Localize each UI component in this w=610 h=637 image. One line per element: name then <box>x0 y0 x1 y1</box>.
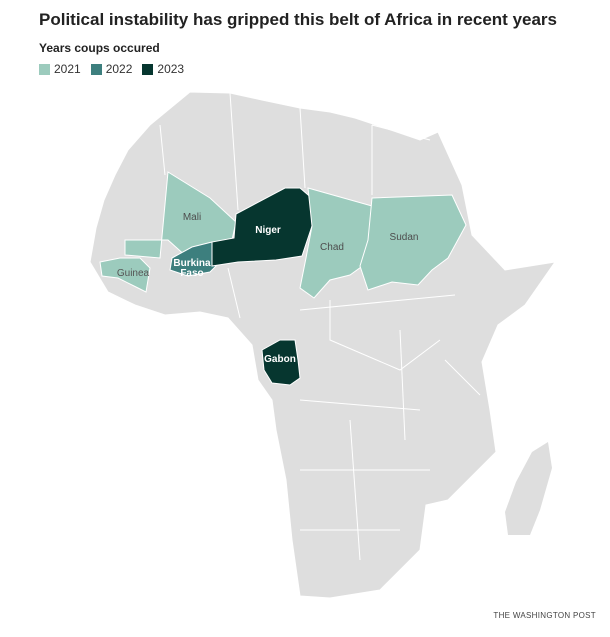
label-gabon: Gabon <box>264 354 296 365</box>
label-guinea: Guinea <box>117 268 150 279</box>
country-gabon <box>261 339 301 386</box>
legend-swatch-2022 <box>90 63 102 75</box>
legend-swatch-2021 <box>39 63 50 75</box>
country-burkina-faso <box>169 241 223 277</box>
legend-item-2022: 2022 <box>90 62 133 76</box>
chart-title: Political instability has gripped this b… <box>39 10 558 29</box>
label-niger: Niger <box>255 225 281 236</box>
legend: 2021 2022 2023 <box>39 62 184 76</box>
legend-label-2023: 2023 <box>157 62 185 76</box>
legend-label-2021: 2021 <box>54 62 81 76</box>
label-chad: Chad <box>320 242 344 253</box>
country-niger <box>211 187 315 267</box>
country-borders <box>159 92 481 561</box>
country-guinea <box>99 257 151 293</box>
label-burkina-faso-line2: Faso <box>180 268 203 279</box>
label-sudan: Sudan <box>390 232 419 243</box>
legend-label-2022: 2022 <box>105 62 133 76</box>
source-credit: THE WASHINGTON POST <box>493 611 596 620</box>
legend-swatch-2023 <box>142 63 154 75</box>
legend-item-2023: 2023 <box>142 62 184 76</box>
madagascar <box>505 442 552 535</box>
label-burkina-faso-line1: Burkina <box>173 258 211 269</box>
label-mali: Mali <box>183 212 201 223</box>
legend-title: Years coups occured <box>39 41 160 55</box>
country-sudan <box>359 194 467 291</box>
africa-landmass <box>89 91 557 599</box>
legend-item-2021: 2021 <box>39 62 81 76</box>
